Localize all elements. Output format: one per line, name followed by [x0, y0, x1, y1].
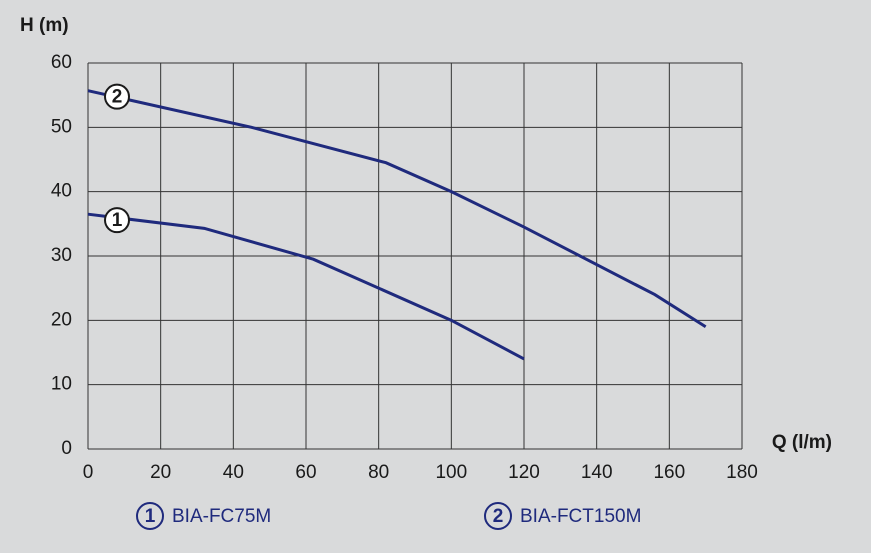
y-axis-label: H (m): [20, 15, 69, 36]
y-tick-label: 50: [51, 116, 72, 137]
legend-marker-label: 2: [493, 506, 504, 527]
x-tick-label: 0: [83, 462, 94, 483]
x-tick-label: 160: [653, 462, 685, 483]
x-tick-label: 120: [508, 462, 540, 483]
y-tick-label: 20: [51, 309, 72, 330]
legend-marker-label: 1: [145, 506, 156, 527]
x-axis-label: Q (l/m): [772, 432, 832, 453]
legend-label: BIA-FCT150M: [520, 506, 641, 527]
y-tick-label: 0: [61, 438, 72, 459]
y-tick-label: 60: [51, 52, 72, 73]
y-tick-label: 30: [51, 245, 72, 266]
x-tick-label: 100: [435, 462, 467, 483]
legend-label: BIA-FC75M: [172, 506, 271, 527]
curve-marker-label: 1: [112, 210, 123, 231]
y-tick-label: 40: [51, 181, 72, 202]
x-tick-label: 20: [150, 462, 171, 483]
legend-marker: [136, 502, 164, 530]
x-tick-label: 80: [368, 462, 389, 483]
x-tick-label: 180: [726, 462, 758, 483]
x-tick-label: 140: [581, 462, 613, 483]
x-tick-label: 60: [295, 462, 316, 483]
curve-marker: [104, 83, 130, 110]
legend-marker: [484, 502, 512, 530]
curve-marker: [104, 207, 130, 234]
curve-marker-label: 2: [112, 87, 123, 108]
y-tick-label: 10: [51, 374, 72, 395]
series-line: [87, 212, 525, 361]
series-line: [87, 89, 707, 329]
x-tick-label: 40: [223, 462, 244, 483]
